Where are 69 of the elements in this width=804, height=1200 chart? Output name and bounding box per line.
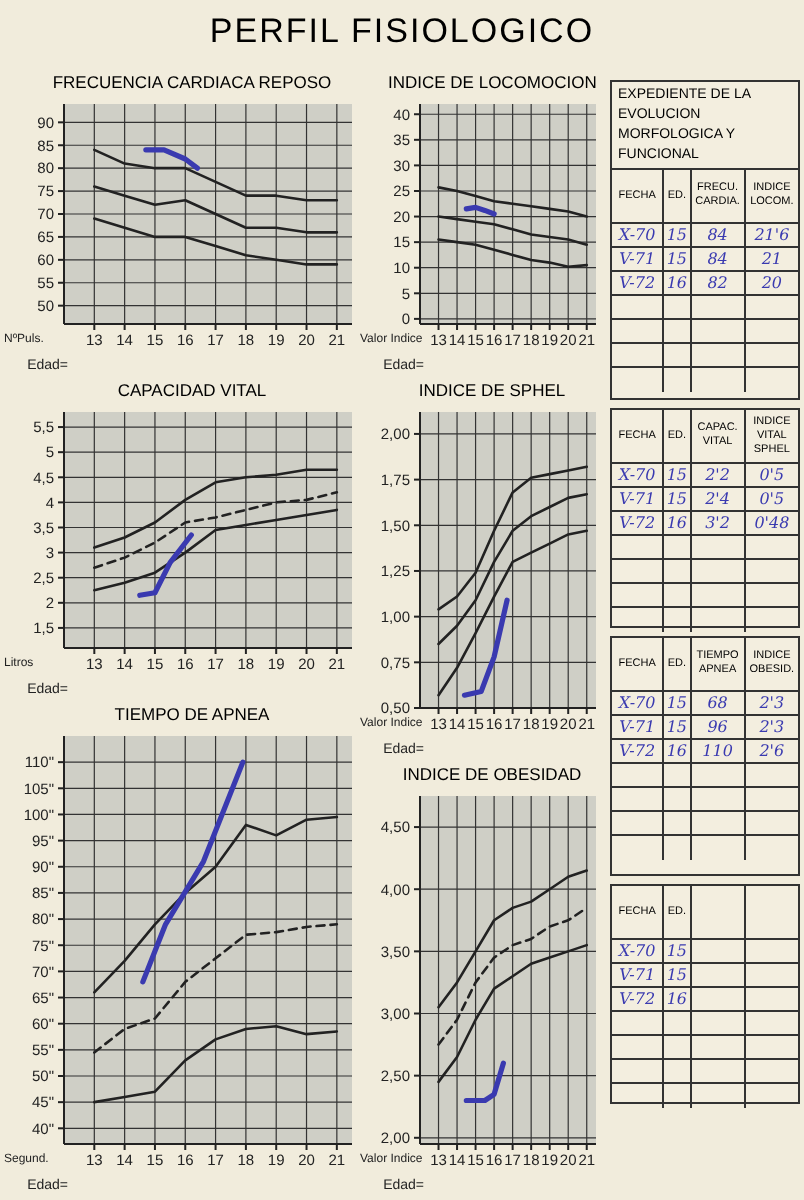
text: 82 — [707, 274, 728, 292]
text: V-71 — [619, 718, 656, 736]
line-series — [93, 1025, 339, 1104]
text: 84 — [707, 226, 728, 244]
text: 21'6 — [754, 226, 790, 244]
chart-title: INDICE DE OBESIDAD — [400, 764, 584, 788]
text: 15 — [666, 490, 688, 508]
line-series — [93, 508, 339, 592]
text: V-71 — [619, 966, 656, 984]
text: V-72 — [619, 990, 656, 1008]
text: 15 — [666, 966, 688, 984]
text: 96 — [707, 718, 728, 736]
text: V-72 — [619, 274, 656, 292]
text: 15 — [666, 250, 688, 268]
text: 3'2 — [705, 514, 730, 532]
text: 0'5 — [759, 490, 785, 508]
text: 68 — [707, 694, 728, 712]
line-series — [437, 465, 589, 611]
text: 110 — [702, 742, 733, 760]
text: V-72 — [619, 514, 656, 532]
line-series — [93, 468, 339, 549]
text: 15 — [666, 466, 688, 484]
text: V-71 — [619, 490, 656, 508]
text: X-70 — [618, 694, 656, 712]
text: 84 — [707, 250, 728, 268]
chart-subtitle: FRECUENCIA CARDIACA REPOSO — [50, 72, 334, 96]
text: 2'3 — [759, 694, 785, 712]
line-series — [437, 215, 589, 246]
text: 2'2 — [705, 466, 730, 484]
line-series — [93, 217, 339, 266]
line-series — [437, 238, 589, 268]
text: 15 — [666, 942, 688, 960]
text: V-72 — [619, 742, 656, 760]
line-series — [137, 532, 194, 598]
line-series — [140, 759, 246, 985]
line-series — [461, 597, 510, 698]
text: X-70 — [618, 942, 656, 960]
line-series — [93, 185, 339, 234]
chart-title: CAPACIDAD VITAL — [115, 380, 269, 404]
chart-title: INDICE DE SPHEL — [416, 380, 568, 404]
text: 2'4 — [705, 490, 730, 508]
line-series — [93, 491, 339, 569]
text: 15 — [666, 226, 688, 244]
chart-title: INDICE DE LOCOMOCION — [386, 72, 597, 96]
line-series — [437, 869, 589, 1009]
text: 2'6 — [759, 742, 785, 760]
text: X-70 — [618, 226, 656, 244]
text: 16 — [666, 514, 688, 532]
line-series — [437, 492, 589, 646]
line-series — [437, 529, 589, 697]
chart-title: PERFIL FISIOLOGICO — [207, 12, 597, 52]
line-series — [93, 148, 339, 202]
line-series — [437, 943, 589, 1084]
text: 16 — [666, 742, 688, 760]
line-series — [437, 906, 589, 1046]
text: 0'5 — [759, 466, 785, 484]
text: 15 — [666, 694, 688, 712]
text: 16 — [666, 990, 688, 1008]
text: 16 — [666, 274, 688, 292]
chart-title: TIEMPO DE APNEA — [112, 704, 272, 728]
text: 20 — [761, 274, 783, 292]
text: V-71 — [619, 250, 656, 268]
line-series — [437, 186, 589, 218]
text: 2'3 — [759, 718, 785, 736]
text: 0'48 — [754, 514, 790, 532]
line-series — [93, 815, 339, 994]
text: 21 — [761, 250, 783, 268]
line-series — [93, 923, 339, 1054]
text: X-70 — [618, 466, 656, 484]
